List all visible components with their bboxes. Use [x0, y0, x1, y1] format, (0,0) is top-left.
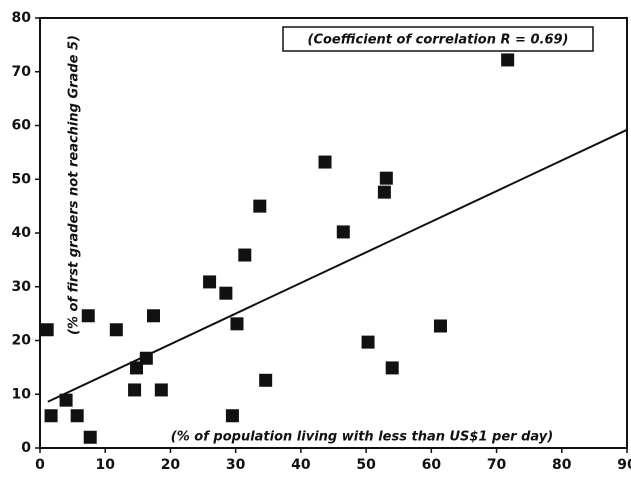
marker	[385, 361, 399, 375]
marker	[109, 323, 123, 337]
marker	[433, 319, 447, 333]
marker	[377, 185, 391, 199]
y-tick-label: 30	[12, 279, 32, 295]
marker	[81, 309, 95, 323]
x-tick-label: 70	[487, 457, 507, 473]
marker	[238, 248, 252, 262]
marker	[318, 155, 332, 169]
x-tick-label: 50	[356, 457, 376, 473]
marker	[501, 53, 515, 67]
x-tick-label: 0	[35, 457, 45, 473]
x-tick-label: 40	[291, 457, 311, 473]
marker	[361, 335, 375, 349]
x-axis-label: (% of population living with less than U…	[171, 430, 553, 445]
y-tick-label: 70	[12, 64, 32, 80]
y-tick-label: 60	[12, 118, 32, 134]
marker	[253, 199, 267, 213]
marker	[130, 361, 144, 375]
x-tick-label: 20	[161, 457, 181, 473]
x-tick-label: 60	[422, 457, 442, 473]
y-tick-label: 50	[12, 171, 32, 187]
marker	[379, 171, 393, 185]
y-tick-label: 40	[12, 225, 32, 241]
marker	[219, 286, 233, 300]
marker	[336, 225, 350, 239]
marker	[225, 409, 239, 423]
x-tick-label: 30	[226, 457, 246, 473]
marker	[40, 323, 54, 337]
marker	[203, 275, 217, 289]
x-tick-label: 10	[95, 457, 115, 473]
x-tick-label: 80	[552, 457, 572, 473]
y-tick-label: 0	[21, 440, 31, 456]
y-tick-label: 80	[12, 10, 32, 26]
marker	[259, 373, 273, 387]
marker	[230, 317, 244, 331]
marker	[70, 409, 84, 423]
x-tick-label: 90	[617, 457, 631, 473]
marker	[128, 383, 142, 397]
marker	[59, 393, 73, 407]
annotation: (Coefficient of correlation R = 0.69)	[308, 33, 569, 48]
trend-line	[47, 128, 628, 403]
y-tick-label: 10	[12, 386, 32, 402]
plot-frame	[39, 17, 628, 449]
marker	[154, 383, 168, 397]
y-axis-label: (% of first graders not reaching Grade 5…	[67, 35, 82, 335]
marker	[146, 309, 160, 323]
y-tick-label: 20	[12, 333, 32, 349]
marker	[44, 409, 58, 423]
marker	[83, 430, 97, 444]
annotation-box	[282, 26, 594, 52]
